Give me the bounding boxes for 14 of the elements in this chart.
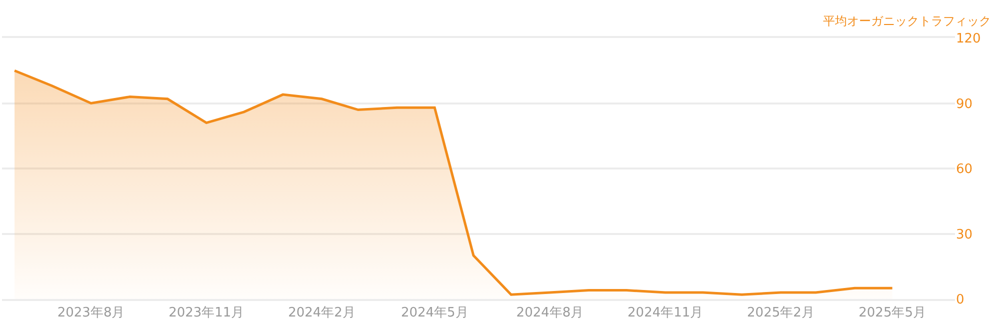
x-tick-label: 2025年2月 — [747, 305, 814, 320]
y-tick-label: 60 — [956, 162, 973, 178]
x-tick-label: 2025年5月 — [858, 305, 926, 320]
y-tick-label: 120 — [956, 32, 981, 47]
x-tick-label: 2023年8月 — [57, 305, 125, 320]
y-tick-label: 30 — [956, 227, 973, 242]
x-tick-label: 2024年5月 — [400, 305, 468, 320]
y-axis-title: 平均オーガニックトラフィック — [823, 14, 991, 28]
x-tick-label: 2024年2月 — [288, 305, 356, 320]
y-tick-label: 90 — [956, 96, 973, 112]
x-tick-label: 2024年11月 — [628, 305, 704, 320]
x-tick-label: 2024年8月 — [516, 305, 584, 320]
y-tick-label: 0 — [956, 292, 964, 308]
x-tick-label: 2023年11月 — [168, 305, 244, 320]
